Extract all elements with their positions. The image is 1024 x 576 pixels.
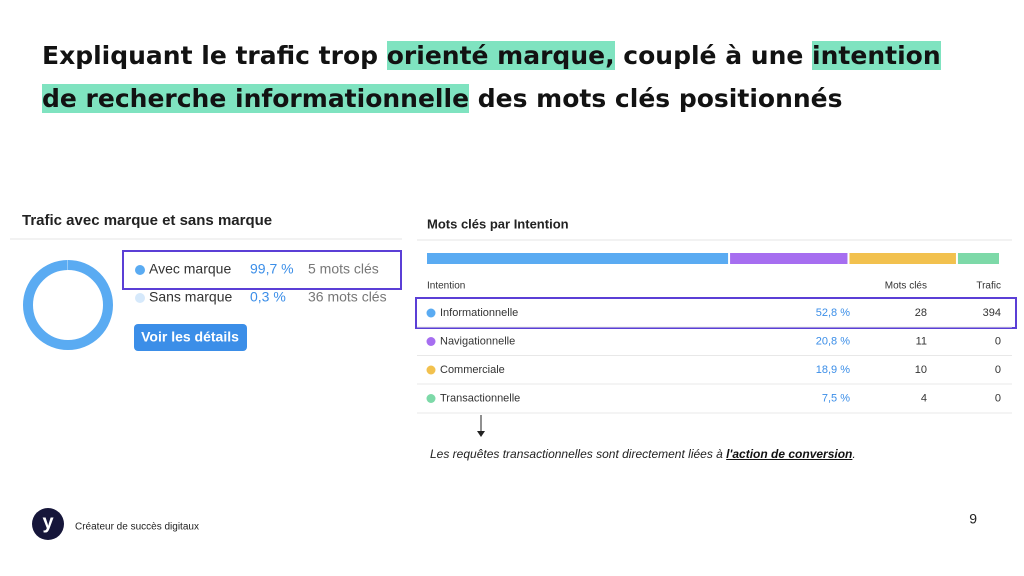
row-share: 0,3 % — [250, 289, 286, 305]
row-name: Transactionnelle — [440, 392, 520, 404]
title-part: Expliquant le trafic trop — [42, 41, 387, 70]
column-header: Intention — [427, 281, 465, 292]
legend-dot — [426, 394, 436, 403]
button-label[interactable]: Voir les détails — [141, 329, 239, 345]
row-name: Navigationnelle — [440, 335, 515, 347]
row-name: Commerciale — [440, 364, 505, 376]
legend-dot — [135, 293, 145, 303]
note: Les requêtes transactionnelles sont dire… — [430, 447, 856, 461]
row-traffic: 0 — [995, 335, 1001, 347]
row-keywords: 11 — [916, 335, 927, 347]
page-number: 9 — [969, 511, 977, 527]
row-keywords: 28 — [915, 307, 927, 319]
logo-letter: y — [42, 511, 54, 533]
legend-dot — [135, 265, 145, 275]
column-header: Trafic — [976, 281, 1001, 292]
button[interactable] — [134, 324, 247, 351]
title-part: orienté marque, — [386, 41, 615, 70]
row-keywords: 5 mots clés — [308, 261, 379, 277]
note-end: . — [852, 447, 856, 461]
legend-dot — [426, 308, 436, 318]
column-header: Mots clés — [885, 281, 927, 292]
title-part: couplé à une — [614, 41, 813, 70]
row-keywords: 4 — [921, 392, 927, 404]
note-link[interactable]: l'action de conversion — [726, 447, 853, 461]
donut-segment — [23, 260, 113, 350]
row-name: Informationnelle — [440, 307, 518, 319]
row-share: 18,9 % — [816, 364, 850, 376]
donut-segment — [23, 260, 113, 350]
row-name: Avec marque — [149, 261, 231, 277]
row-traffic: 394 — [983, 307, 1001, 319]
row-share: 99,7 % — [250, 261, 294, 277]
note-text: Les requêtes transactionnelles sont dire… — [430, 447, 727, 461]
tagline: Créateur de succès digitaux — [75, 522, 199, 533]
title: Expliquant le trafic trop orienté marque… — [42, 34, 982, 120]
highlight-box — [415, 297, 1017, 329]
title-part: des mots clés positionnés — [469, 84, 843, 113]
row-name: Sans marque — [149, 289, 232, 305]
bar-segment — [730, 253, 848, 264]
row-keywords: 36 mots clés — [308, 289, 387, 305]
row-share: 52,8 % — [816, 307, 850, 319]
row-keywords: 10 — [915, 364, 927, 376]
bar-segment — [849, 253, 956, 264]
row-share: 20,8 % — [816, 335, 850, 347]
panel-title: Mots clés par Intention — [427, 216, 569, 231]
bar-segment — [427, 253, 729, 264]
legend-dot — [426, 337, 436, 346]
row-traffic: 0 — [995, 364, 1001, 376]
row-share: 7,5 % — [822, 392, 850, 404]
highlight-box — [122, 250, 402, 290]
arrow-head — [477, 431, 485, 437]
row-traffic: 0 — [995, 392, 1001, 404]
panel-title: Trafic avec marque et sans marque — [22, 212, 272, 229]
logo — [32, 508, 64, 540]
bar-segment — [957, 253, 999, 264]
legend-dot — [426, 365, 436, 375]
